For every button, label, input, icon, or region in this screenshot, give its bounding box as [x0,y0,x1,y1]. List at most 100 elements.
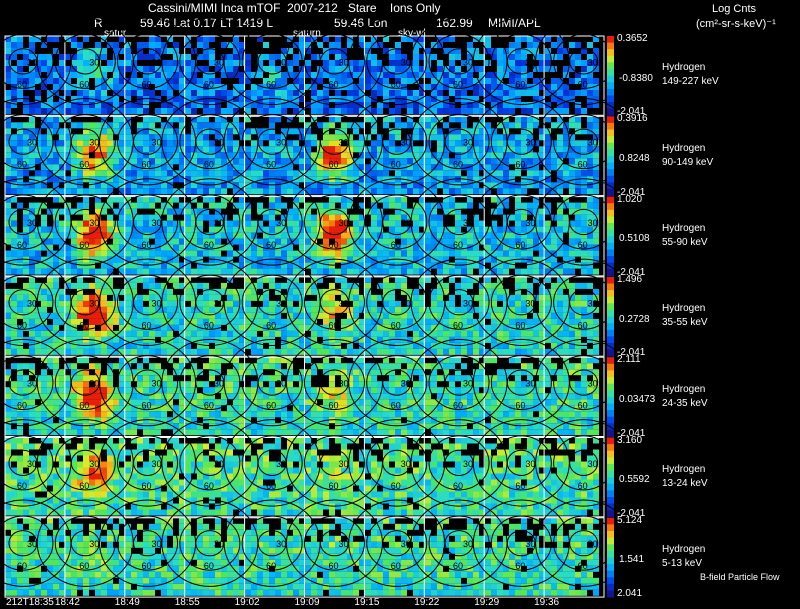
heatmap-cell [179,146,185,153]
heatmap-cell [281,306,287,313]
heatmap-cell [203,152,209,159]
heatmap-cell [83,196,89,203]
heatmap-cell [143,96,149,102]
heatmap-cell [41,202,47,209]
heatmap-cell [101,276,107,283]
heatmap-cell [35,232,41,239]
heatmap-cell [539,208,545,215]
heatmap-cell [149,90,155,96]
heatmap-cell [335,268,341,275]
heatmap-cell [395,312,401,319]
heatmap-cell [407,36,413,42]
heatmap-cell [245,158,251,165]
heatmap-cell [335,363,341,370]
heatmap-cell [473,102,479,108]
heatmap-cell [35,90,41,96]
heatmap-cell [503,342,509,349]
heatmap-cell [557,188,563,195]
heatmap-cell [203,66,209,72]
heatmap-cell [407,238,413,245]
heatmap-cell [113,48,119,54]
heatmap-cell [509,158,515,165]
heatmap-cell [413,268,419,275]
heatmap-cell [53,381,59,388]
heatmap-cell [209,369,215,376]
heatmap-cell [581,48,587,54]
heatmap-cell [377,342,383,349]
heatmap-cell [59,196,65,203]
heatmap-cell [563,294,569,301]
pitch-angle-contour [54,114,116,170]
heatmap-cell [329,294,335,301]
heatmap-cell [515,188,521,195]
heatmap-cell [71,152,77,159]
heatmap-cell [275,182,281,189]
heatmap-cell [533,96,539,102]
heatmap-cell [545,152,551,159]
heatmap-cell [293,54,299,60]
heatmap-cell [443,312,449,319]
heatmap-cell [533,208,539,215]
heatmap-cell [107,232,113,239]
heatmap-cell [461,164,467,171]
heatmap-cell [65,294,71,301]
heatmap-cell [113,220,119,227]
heatmap-cell [131,152,137,159]
heatmap-cell [491,256,497,263]
heatmap-cell [269,268,275,275]
heatmap-cell [71,238,77,245]
heatmap-cell [107,244,113,251]
heatmap-cell [533,369,539,376]
heatmap-cell [197,294,203,301]
heatmap-cell [545,134,551,141]
heatmap-cell [443,102,449,108]
heatmap-cell [233,170,239,177]
heatmap-cell [143,116,149,123]
heatmap-cell [437,134,443,141]
heatmap-cell [569,208,575,215]
heatmap-cell [59,342,65,349]
heatmap-cell [107,158,113,165]
heatmap-cell [281,72,287,78]
heatmap-cell [593,196,599,203]
heatmap-cell [203,250,209,257]
heatmap-cell [521,164,527,171]
heatmap-cell [383,282,389,289]
heatmap-cell [155,306,161,313]
heatmap-cell [485,140,491,147]
heatmap-cell [167,72,173,78]
heatmap-cell [485,294,491,301]
heatmap-cell [425,330,431,337]
heatmap-cell [395,250,401,257]
heatmap-cell [101,330,107,337]
heatmap-cell [119,387,125,394]
heatmap-cell [311,363,317,370]
heatmap-cell [47,208,53,215]
heatmap-cell [479,122,485,129]
heatmap-cell [323,54,329,60]
heatmap-cell [245,262,251,269]
heatmap-cell [485,78,491,84]
heatmap-cell [29,102,35,108]
heatmap-cell [221,108,227,114]
heatmap-cell [71,318,77,325]
heatmap-cell [71,294,77,301]
heatmap-cell [317,250,323,257]
heatmap-cell [413,348,419,355]
heatmap-cell [533,276,539,283]
heatmap-cell [557,220,563,227]
heatmap-cell [101,158,107,165]
heatmap-cell [293,238,299,245]
heatmap-cell [65,306,71,313]
heatmap-cell [239,96,245,102]
heatmap-cell [101,300,107,307]
heatmap-cell [389,306,395,313]
heatmap-cell [71,36,77,42]
heatmap-cell [35,134,41,141]
heatmap-cell [209,122,215,129]
heatmap-cell [209,214,215,221]
heatmap-cell [455,232,461,239]
heatmap-cell [149,312,155,319]
heatmap-cell [113,108,119,114]
heatmap-cell [557,250,563,257]
